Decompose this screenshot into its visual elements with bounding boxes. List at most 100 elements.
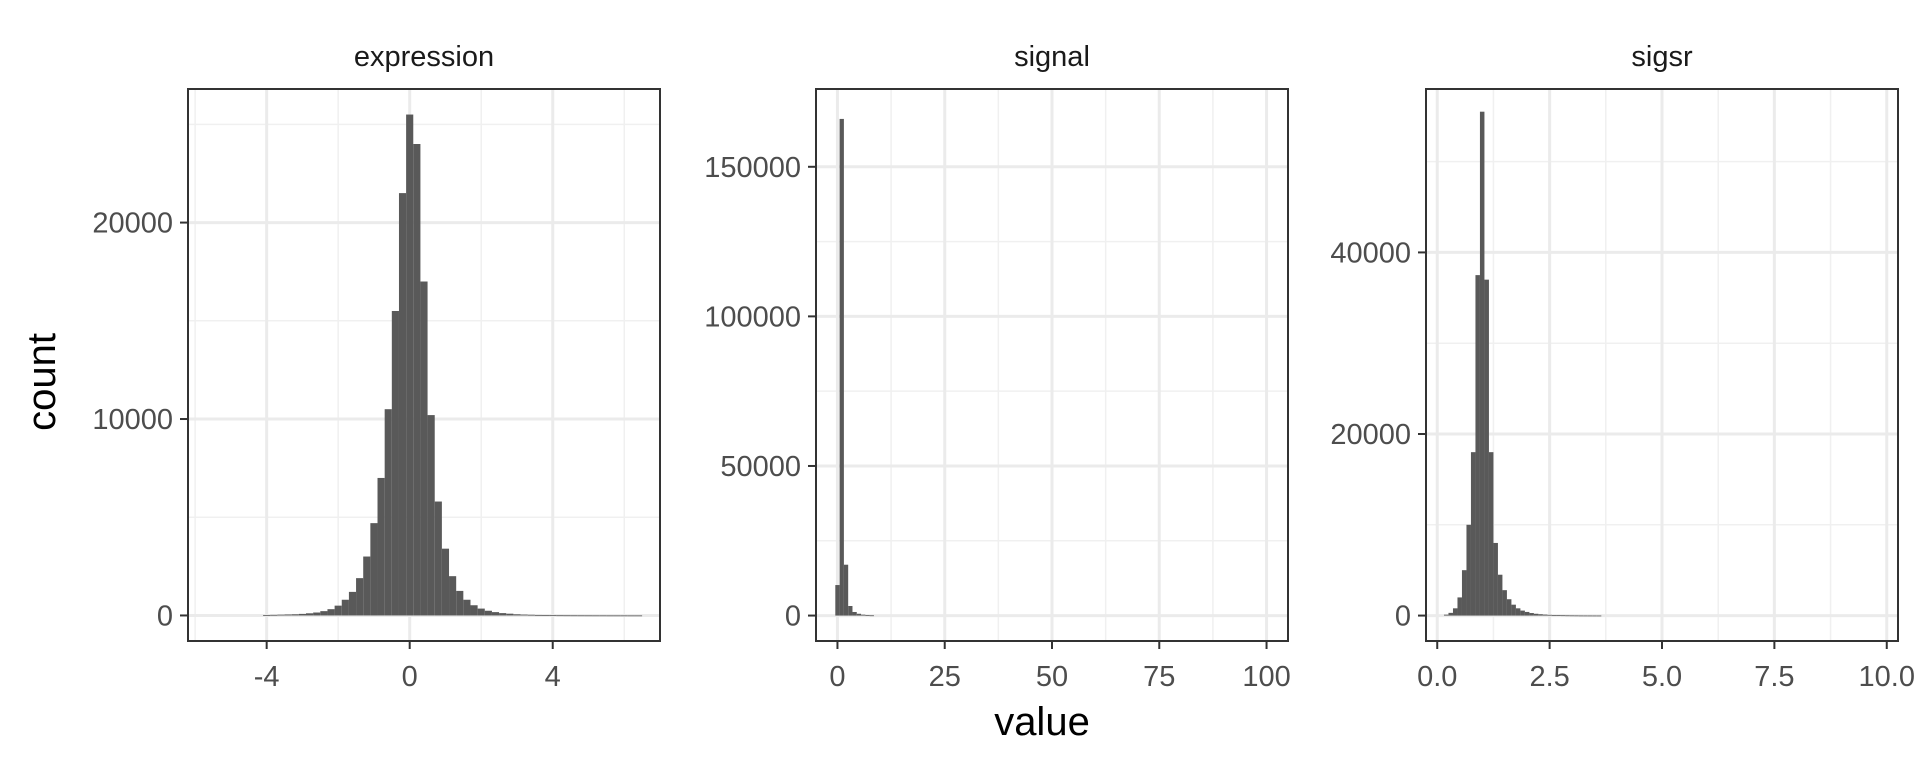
histogram-bar	[1520, 610, 1525, 616]
panel-3: sigsr 0.0 2.5 5.0 7.5 10.0 0 20000 40000	[1330, 41, 1915, 693]
histogram-bar	[1574, 615, 1579, 617]
histogram-bar	[441, 548, 450, 616]
histogram-bar	[852, 611, 857, 616]
x-tick-label: 25	[929, 661, 961, 693]
x-tick-label: 50	[1036, 661, 1068, 693]
histogram-bar	[534, 614, 542, 616]
y-tick-label: 100000	[704, 301, 801, 333]
histogram-bar	[427, 415, 435, 616]
histogram-bar	[1511, 604, 1516, 616]
histogram-bar	[520, 614, 528, 616]
histogram-bar	[1515, 608, 1521, 616]
histogram-bar	[549, 615, 557, 616]
histogram-bar	[599, 615, 607, 617]
histogram-bar	[1461, 570, 1467, 616]
histogram-bar	[306, 613, 314, 616]
y-tick-label: 20000	[1330, 419, 1411, 451]
histogram-bar	[449, 576, 457, 616]
panel-1: expression -4 0 4 0 10000 20000	[92, 41, 661, 693]
histogram-bar	[398, 193, 407, 616]
histogram-bar	[1533, 613, 1539, 616]
histogram-bar	[563, 615, 571, 617]
histogram-bar	[270, 614, 278, 616]
histogram-bar	[861, 614, 866, 616]
histogram-bar	[606, 615, 614, 617]
histogram-bar	[513, 614, 521, 616]
histogram-bar	[1493, 542, 1498, 616]
histogram-bar	[506, 613, 514, 616]
histogram-bar	[320, 611, 328, 616]
histogram-bar	[613, 615, 621, 617]
histogram-bar	[1502, 590, 1507, 616]
y-tick-label: 20000	[92, 208, 173, 240]
x-tick-label: 5.0	[1642, 661, 1682, 693]
histogram-bar	[865, 615, 870, 616]
histogram-bar	[456, 590, 464, 616]
histogram-bar	[291, 614, 299, 616]
histogram-bar	[527, 614, 535, 616]
histogram-bar	[1529, 613, 1534, 616]
histogram-bar	[1592, 615, 1597, 617]
y-tick-label: 0	[785, 601, 801, 633]
histogram-bar	[348, 591, 357, 616]
histogram-bar	[370, 523, 378, 616]
x-tick-label: 2.5	[1529, 661, 1569, 693]
histogram-bar	[484, 610, 492, 616]
histogram-bar	[577, 615, 585, 617]
x-tick-label: -4	[254, 661, 280, 693]
x-tick-label: 100	[1242, 661, 1290, 693]
histogram-bar	[1452, 608, 1458, 616]
histogram-bar	[835, 585, 840, 616]
histogram-bar	[1479, 111, 1485, 616]
histogram-bar	[1556, 615, 1561, 616]
histogram-bar	[356, 578, 364, 616]
histogram-bar	[1506, 599, 1512, 616]
y-tick-label: 150000	[704, 152, 801, 184]
y-tick-label: 40000	[1330, 237, 1411, 269]
histogram-bar	[1457, 597, 1462, 616]
panel-2: signal 0 25 50 75 100 0 50000 100000 150000	[704, 41, 1291, 693]
histogram-bar	[1443, 614, 1449, 616]
histogram-bar	[327, 609, 335, 616]
histogram-bar	[391, 310, 399, 616]
histogram-bar	[313, 612, 321, 616]
histogram-bar	[1448, 612, 1453, 616]
histogram-bar	[1488, 452, 1494, 616]
histogram-bar	[1551, 615, 1557, 616]
histogram-bar	[1466, 524, 1471, 616]
histogram-bar	[869, 615, 874, 617]
histogram-bar	[263, 615, 271, 616]
histogram-bar	[434, 501, 442, 616]
y-tick-label: 0	[1395, 601, 1411, 633]
histogram-bar	[1578, 615, 1584, 617]
y-axis-label: count	[20, 333, 64, 431]
histogram-bar	[1497, 574, 1503, 616]
histogram-bar	[556, 615, 564, 617]
histogram-bar	[406, 114, 414, 616]
histogram-bar	[1484, 279, 1489, 616]
histogram-bar	[384, 409, 392, 616]
histogram-bar	[1470, 452, 1476, 616]
histogram-bar	[839, 118, 844, 616]
histogram-bar	[363, 556, 371, 616]
panel-title: expression	[354, 41, 494, 73]
panel-title: signal	[1014, 41, 1090, 73]
histogram-bar	[570, 615, 578, 617]
histogram-bar	[499, 613, 507, 616]
histogram-bar	[1524, 611, 1530, 616]
histogram-bar	[277, 614, 285, 616]
x-tick-label: 0.0	[1417, 661, 1457, 693]
histogram-bar	[627, 615, 635, 617]
x-tick-label: 0	[402, 661, 418, 693]
x-tick-label: 10.0	[1859, 661, 1915, 693]
histogram-bar	[542, 615, 550, 616]
panel-title: sigsr	[1631, 41, 1693, 73]
y-tick-label: 10000	[92, 404, 173, 436]
histogram-bar	[1538, 614, 1543, 616]
histogram-bar	[620, 615, 628, 617]
histogram-bar	[1569, 615, 1575, 617]
x-tick-label: 0	[829, 661, 845, 693]
histogram-bar	[584, 615, 593, 617]
